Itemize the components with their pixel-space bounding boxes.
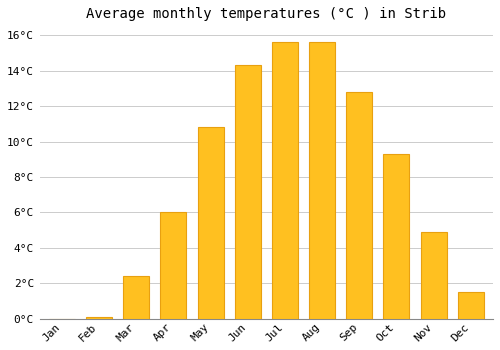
Bar — [160, 212, 186, 319]
Bar — [420, 232, 446, 319]
Bar — [384, 154, 409, 319]
Bar — [272, 42, 298, 319]
Bar — [123, 276, 149, 319]
Bar — [309, 42, 335, 319]
Bar — [346, 92, 372, 319]
Title: Average monthly temperatures (°C ) in Strib: Average monthly temperatures (°C ) in St… — [86, 7, 447, 21]
Bar — [458, 292, 484, 319]
Bar — [86, 317, 112, 319]
Bar — [234, 65, 260, 319]
Bar — [198, 127, 224, 319]
